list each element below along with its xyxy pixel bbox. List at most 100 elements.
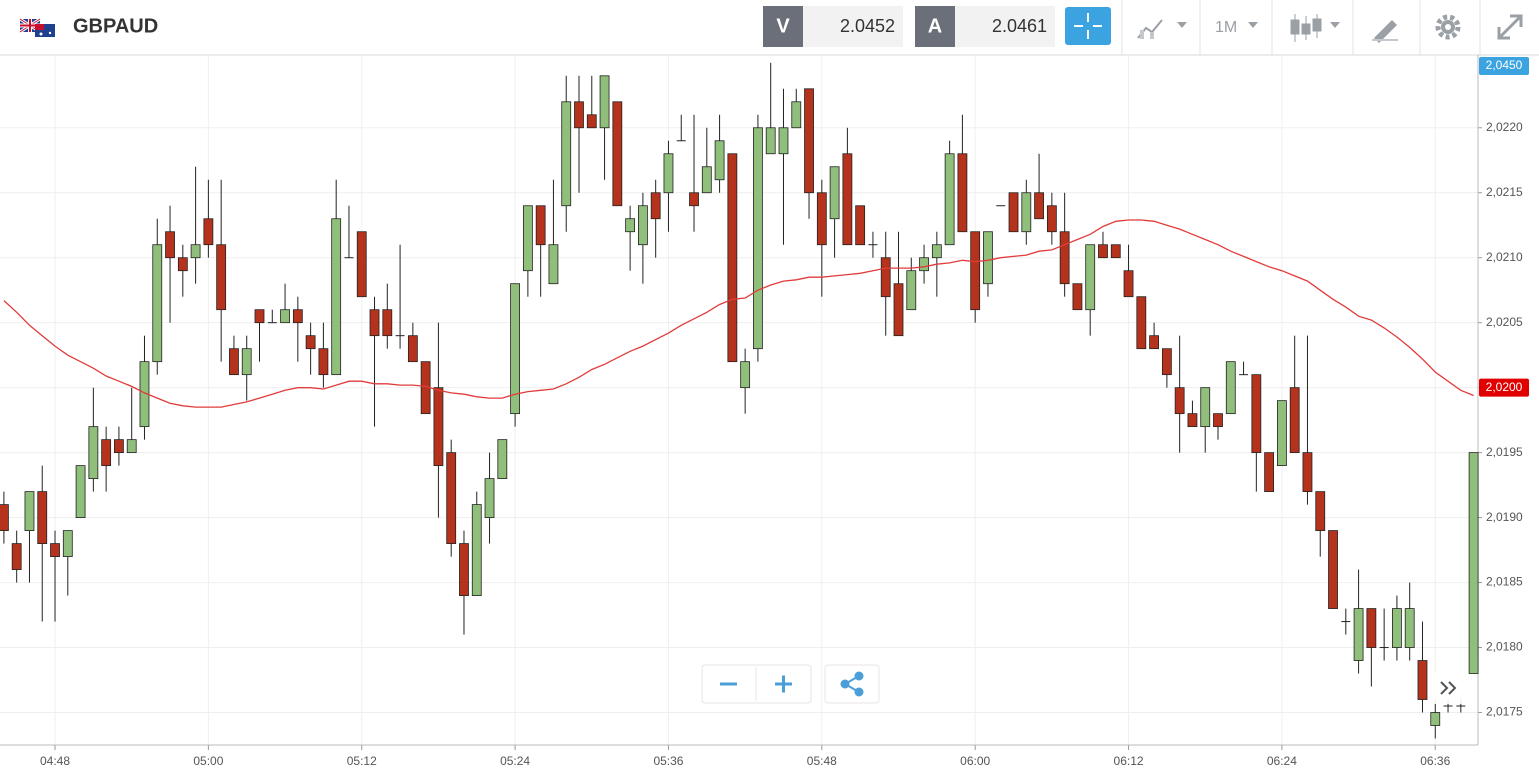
candle-body	[114, 439, 124, 454]
candle-body	[740, 361, 751, 389]
x-tick-label: 06:00	[960, 754, 990, 768]
candle-body	[24, 491, 35, 531]
candle-body	[842, 153, 853, 246]
candle-body	[1251, 374, 1262, 454]
candle-body	[753, 127, 763, 350]
candle-body	[855, 205, 866, 246]
y-tick-label: 2,0215	[1486, 185, 1523, 199]
candle-body	[1187, 413, 1198, 428]
candle-body	[1123, 270, 1134, 298]
candle-body	[101, 439, 112, 467]
candle-body	[484, 478, 495, 518]
candle-body	[1034, 192, 1044, 220]
candle-body	[510, 283, 521, 415]
candle-body	[778, 127, 789, 155]
candle-body	[714, 140, 725, 181]
candle-body	[203, 218, 214, 246]
share-button[interactable]	[824, 664, 880, 704]
crosshair-icon	[1074, 13, 1102, 39]
candle-body	[561, 101, 572, 207]
y-tick-label: 2,0210	[1486, 250, 1523, 264]
settings-button[interactable]	[1435, 14, 1461, 40]
candle-body	[1161, 348, 1172, 376]
candle-body	[765, 127, 776, 155]
zoom-in-button[interactable]	[775, 675, 792, 693]
chart-type-button[interactable]	[1137, 19, 1187, 39]
x-tick-label: 06:12	[1114, 754, 1144, 768]
candle-body	[1328, 530, 1338, 609]
candle-body	[446, 452, 457, 544]
candle-body	[625, 218, 636, 233]
candle-body	[1277, 400, 1287, 467]
candle-body	[75, 465, 86, 518]
y-tick-label: 2,0190	[1486, 510, 1523, 524]
scroll-latest-icon	[1440, 681, 1457, 695]
candle-body	[599, 75, 610, 129]
candle-body	[1149, 335, 1159, 350]
candle-body	[318, 348, 329, 376]
candle-body	[880, 257, 891, 298]
price-tag-label: 2,0450	[1486, 58, 1523, 72]
candle-type-button[interactable]	[1290, 14, 1340, 42]
candle-body	[574, 101, 584, 129]
candle-body	[1404, 608, 1415, 648]
candle-body	[535, 205, 546, 246]
price-tag-box	[1479, 378, 1529, 397]
candle-body	[1098, 244, 1108, 259]
sell-price-box	[803, 6, 903, 47]
flag-icon	[19, 17, 55, 37]
candle-body	[305, 335, 316, 350]
scroll-latest-button[interactable]	[1433, 672, 1465, 704]
zoom-controls	[701, 664, 1465, 704]
candle-body	[970, 231, 981, 311]
y-tick-label: 2,0205	[1486, 315, 1523, 329]
draw-tool-button[interactable]	[1372, 20, 1398, 43]
candle-body	[459, 543, 469, 596]
candle-body	[829, 166, 840, 220]
sell-price: 2.0452	[840, 16, 895, 36]
timeframe[interactable]: 1M	[1215, 19, 1237, 36]
toolbar-separators	[1121, 0, 1481, 55]
plot: 2,0175 2,0180 2,0185 2,0190 2,0195 2,0200 2,02…	[0, 55, 1529, 768]
y-tick-label: 2,0175	[1486, 705, 1523, 719]
candle-body	[356, 231, 367, 298]
candle-body	[689, 192, 699, 207]
moving-average-line	[3, 219, 1474, 408]
candle-body	[1366, 608, 1377, 648]
buy-button[interactable]	[915, 6, 955, 47]
header: GBPAUD V 2.0452 A 2.0461 1M	[0, 0, 1539, 56]
candle-body	[177, 257, 188, 272]
candle-body	[1302, 452, 1313, 493]
candle-body	[983, 231, 993, 285]
candle-body	[1110, 244, 1121, 259]
candle-body	[1289, 387, 1300, 454]
candle-body	[727, 153, 738, 363]
price-tag-label: 2,0200	[1486, 380, 1523, 394]
share-icon	[840, 671, 864, 697]
candle-body	[638, 205, 648, 246]
price-tag-box	[1479, 57, 1529, 75]
y-tick-label: 2,0220	[1486, 120, 1523, 134]
buy-price: 2.0461	[992, 16, 1047, 36]
candle-body	[241, 348, 252, 376]
candle-body	[931, 244, 942, 259]
candle-body	[612, 101, 623, 207]
candle-body	[1200, 387, 1211, 428]
candle-body	[280, 309, 290, 324]
candle-body	[650, 192, 661, 220]
sell-button[interactable]	[763, 6, 803, 47]
candle-body	[62, 530, 73, 557]
candle-body	[165, 231, 175, 259]
crosshair-button[interactable]	[1065, 7, 1111, 45]
candle-body	[586, 114, 597, 129]
candle-body	[701, 166, 712, 194]
x-tick-label: 06:24	[1267, 754, 1297, 768]
candle-body	[229, 348, 239, 376]
candle-body	[522, 205, 533, 272]
candle-body	[1136, 296, 1147, 350]
candle-body	[663, 153, 674, 194]
fullscreen-button[interactable]	[1497, 14, 1523, 40]
candle-body	[1315, 491, 1326, 531]
candle-body	[331, 218, 342, 376]
x-tick-label: 05:36	[653, 754, 683, 768]
